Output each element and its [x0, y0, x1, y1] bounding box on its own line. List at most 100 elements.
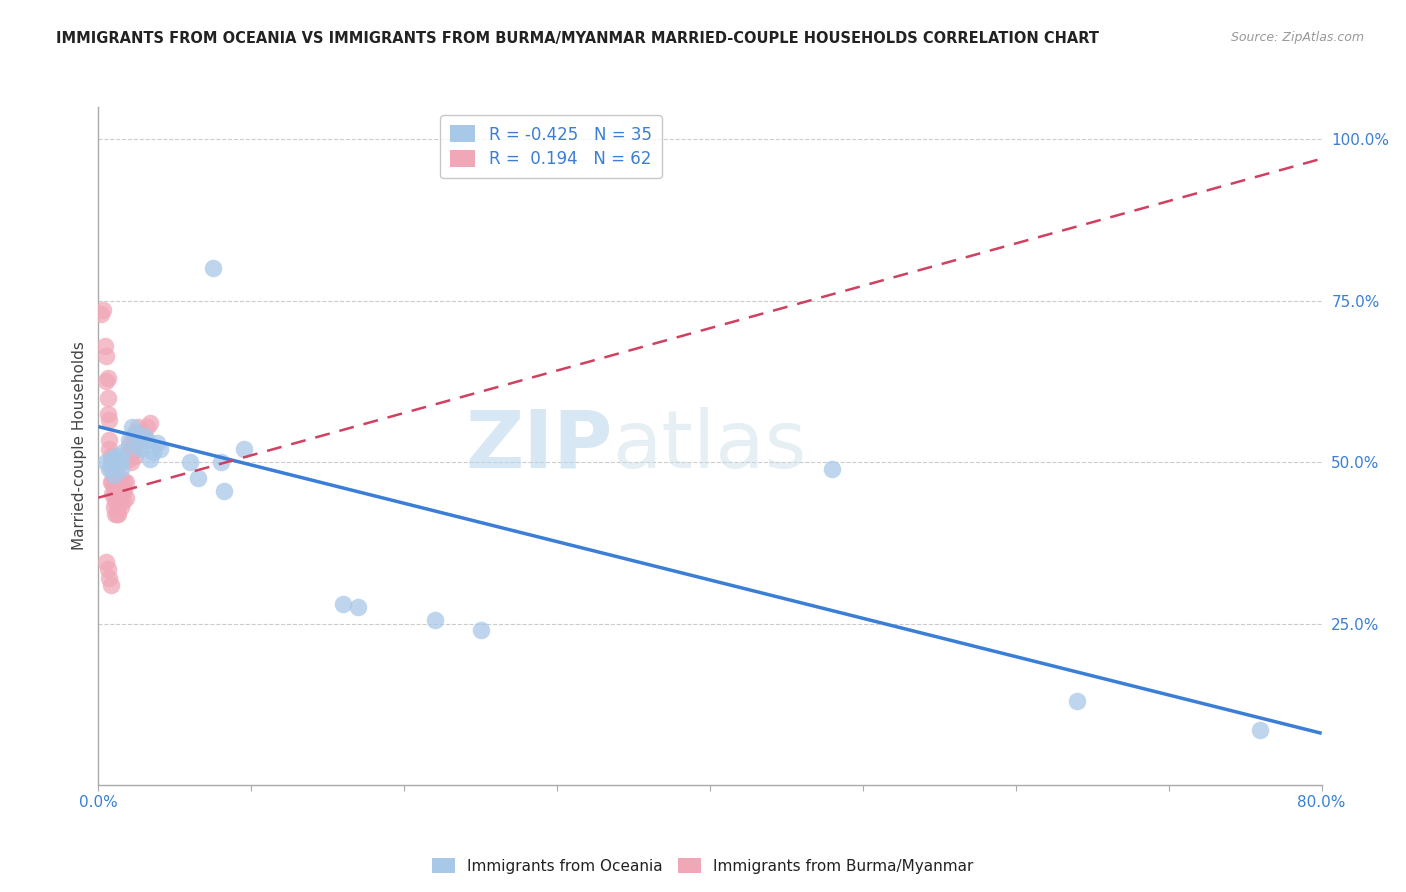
Point [94, 455, 117, 469]
Point [97, 371, 120, 385]
Point [120, 455, 142, 469]
Point [104, 507, 127, 521]
Point [98, 442, 121, 457]
Point [100, 461, 122, 475]
Point [107, 475, 129, 489]
Point [103, 477, 125, 491]
Point [124, 426, 146, 441]
Point [111, 494, 134, 508]
Point [111, 481, 134, 495]
Point [124, 426, 146, 441]
Point [149, 442, 172, 457]
Point [110, 461, 132, 475]
Legend: Immigrants from Oceania, Immigrants from Burma/Myanmar: Immigrants from Oceania, Immigrants from… [426, 852, 980, 880]
Point [100, 475, 122, 489]
Point [121, 419, 143, 434]
Point [122, 439, 145, 453]
Point [91, 303, 114, 318]
Point [124, 449, 146, 463]
Point [110, 451, 132, 466]
Point [136, 433, 159, 447]
Point [101, 487, 124, 501]
Point [103, 451, 125, 466]
Point [139, 417, 162, 431]
Point [127, 433, 149, 447]
Point [111, 445, 134, 459]
Point [103, 461, 125, 475]
Point [118, 433, 141, 447]
Point [1249, 723, 1271, 737]
Point [110, 471, 132, 485]
Point [118, 451, 141, 466]
Point [112, 475, 135, 489]
Text: IMMIGRANTS FROM OCEANIA VS IMMIGRANTS FROM BURMA/MYANMAR MARRIED-COUPLE HOUSEHOL: IMMIGRANTS FROM OCEANIA VS IMMIGRANTS FR… [56, 31, 1099, 46]
Point [107, 458, 129, 473]
Point [145, 435, 167, 450]
Point [179, 455, 201, 469]
Point [104, 481, 127, 495]
Point [103, 487, 125, 501]
Point [121, 445, 143, 459]
Point [94, 375, 117, 389]
Point [332, 597, 354, 611]
Point [139, 451, 162, 466]
Point [97, 407, 120, 421]
Point [129, 426, 152, 441]
Point [101, 458, 124, 473]
Point [98, 433, 121, 447]
Point [105, 494, 128, 508]
Point [101, 475, 124, 489]
Point [105, 507, 128, 521]
Point [108, 477, 131, 491]
Point [108, 494, 131, 508]
Point [127, 439, 149, 453]
Point [103, 500, 125, 515]
Point [105, 484, 128, 499]
Point [470, 623, 492, 637]
Point [98, 571, 121, 585]
Point [90, 307, 112, 321]
Point [202, 261, 225, 276]
Point [120, 442, 142, 457]
Point [103, 455, 125, 469]
Point [105, 449, 128, 463]
Legend: R = -0.425   N = 35, R =  0.194   N = 62: R = -0.425 N = 35, R = 0.194 N = 62 [440, 115, 662, 178]
Point [94, 555, 117, 569]
Point [103, 468, 125, 483]
Point [134, 429, 156, 443]
Point [187, 471, 209, 485]
Point [232, 442, 254, 457]
Point [118, 439, 141, 453]
Point [209, 455, 232, 469]
Point [97, 562, 120, 576]
Point [115, 491, 138, 505]
Point [212, 484, 235, 499]
Point [423, 613, 446, 627]
Point [136, 419, 159, 434]
Point [347, 600, 370, 615]
Point [107, 491, 129, 505]
Point [127, 419, 149, 434]
Point [101, 455, 124, 469]
Point [134, 429, 156, 443]
Point [100, 451, 122, 466]
Point [93, 339, 115, 353]
Point [100, 578, 122, 592]
Y-axis label: Married-couple Households: Married-couple Households [72, 342, 87, 550]
Point [97, 391, 120, 405]
Point [110, 500, 132, 515]
Point [107, 507, 129, 521]
Point [103, 468, 125, 483]
Point [1066, 694, 1088, 708]
Point [115, 475, 138, 489]
Point [142, 445, 165, 459]
Point [110, 484, 132, 499]
Point [821, 461, 844, 475]
Point [98, 461, 121, 475]
Point [112, 484, 135, 499]
Point [98, 413, 121, 427]
Point [104, 494, 127, 508]
Point [100, 449, 122, 463]
Text: ZIP: ZIP [465, 407, 612, 485]
Point [121, 433, 143, 447]
